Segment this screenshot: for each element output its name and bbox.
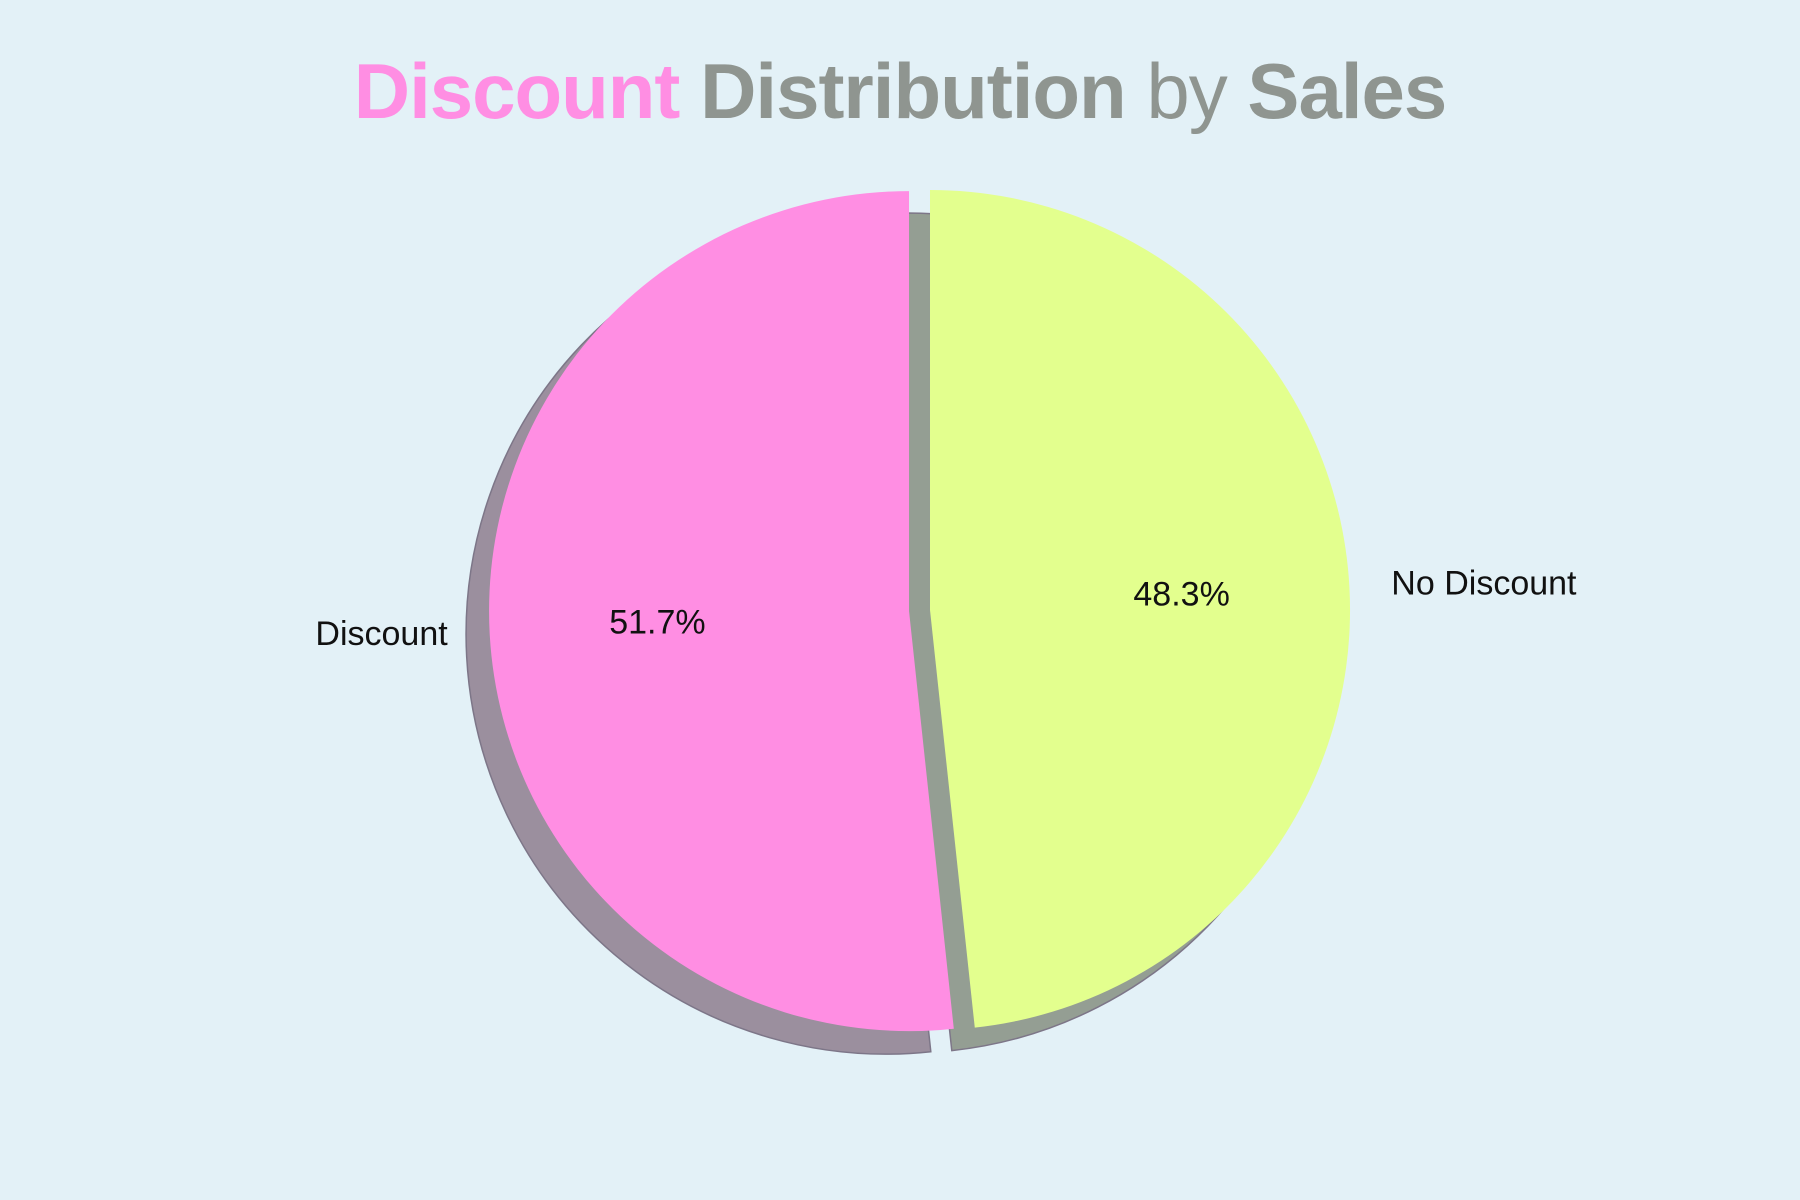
title-word-discount: Discount [353,47,681,135]
slice-label-no-discount: No Discount [1391,564,1577,602]
title-word-sales: Sales [1247,47,1447,135]
title-word-distribution: Distribution [700,47,1127,135]
title-word-by: by [1146,47,1227,135]
slice-no-discount [930,190,1351,1028]
slice-label-discount: Discount [315,615,448,653]
chart-title: Discount Distribution by Sales [0,52,1800,130]
pct-label-discount: 51.7% [609,604,705,642]
pct-label-no-discount: 48.3% [1133,575,1229,613]
slice-discount [489,191,954,1032]
